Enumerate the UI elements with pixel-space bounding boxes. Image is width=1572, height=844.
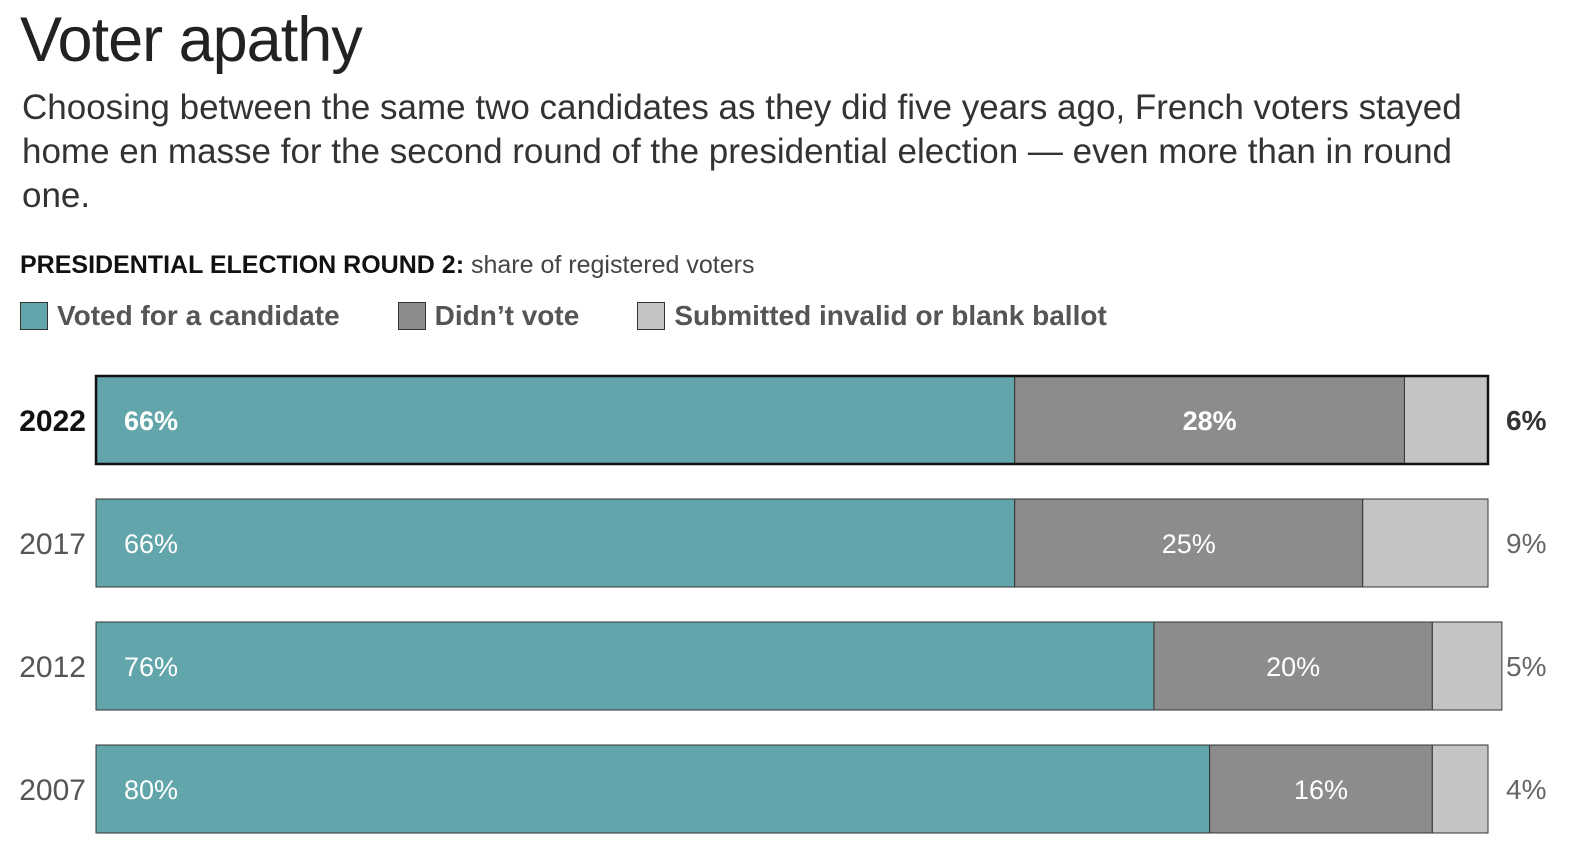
legend: Voted for a candidate Didn’t vote Submit… — [20, 299, 1165, 333]
chart-title: Voter apathy — [20, 5, 363, 75]
value-label-didnt-vote-2017: 25% — [1162, 529, 1216, 559]
legend-item-didnt-vote: Didn’t vote — [397, 299, 580, 333]
chart-header-note: share of registered voters — [470, 251, 755, 279]
value-label-invalid-2007: 4% — [1506, 774, 1546, 805]
category-label-2017: 2017 — [19, 528, 86, 561]
bar-invalid-2022 — [1403, 375, 1489, 465]
legend-item-invalid: Submitted invalid or blank ballot — [637, 299, 1107, 333]
bar-didnt-vote-2007 — [1209, 744, 1433, 834]
bar-voted-2012 — [95, 621, 1155, 711]
legend-swatch-voted — [20, 302, 48, 330]
category-label-2007: 2007 — [19, 774, 86, 807]
legend-item-voted: Voted for a candidate — [20, 299, 340, 333]
value-label-invalid-2012: 5% — [1506, 651, 1546, 682]
bar-didnt-vote-2017 — [1014, 498, 1364, 588]
value-label-voted-2007: 80% — [124, 775, 178, 805]
value-label-didnt-vote-2022: 28% — [1183, 406, 1237, 436]
legend-swatch-invalid — [637, 302, 666, 330]
legend-label-didnt-vote: Didn’t vote — [434, 300, 580, 331]
legend-label-voted: Voted for a candidate — [57, 300, 340, 331]
value-label-voted-2022: 66% — [124, 406, 178, 436]
bar-didnt-vote-2012 — [1153, 621, 1433, 711]
bar-voted-2022 — [95, 375, 1016, 465]
value-label-didnt-vote-2007: 16% — [1294, 775, 1348, 805]
bar-voted-2017 — [95, 498, 1016, 588]
value-label-invalid-2017: 9% — [1506, 528, 1546, 559]
bar-invalid-2012 — [1431, 621, 1503, 711]
value-label-didnt-vote-2012: 20% — [1266, 652, 1320, 682]
value-label-voted-2012: 76% — [124, 652, 178, 682]
category-label-2022: 2022 — [19, 405, 86, 438]
legend-label-invalid: Submitted invalid or blank ballot — [674, 300, 1107, 331]
bar-invalid-2007 — [1431, 744, 1489, 834]
chart-header: PRESIDENTIAL ELECTION ROUND 2: share of … — [20, 248, 754, 282]
value-label-invalid-2022: 6% — [1506, 405, 1547, 436]
bar-didnt-vote-2022 — [1014, 375, 1405, 465]
bar-highlight-outline-2022 — [94, 374, 1490, 466]
bar-voted-2007 — [95, 744, 1211, 834]
chart-header-bold: PRESIDENTIAL ELECTION ROUND 2: — [20, 251, 465, 279]
category-label-2012: 2012 — [19, 651, 86, 684]
bar-invalid-2017 — [1362, 498, 1489, 588]
value-label-voted-2017: 66% — [124, 529, 178, 559]
legend-swatch-didnt-vote — [397, 302, 426, 330]
chart-subtitle: Choosing between the same two candidates… — [22, 88, 1462, 215]
